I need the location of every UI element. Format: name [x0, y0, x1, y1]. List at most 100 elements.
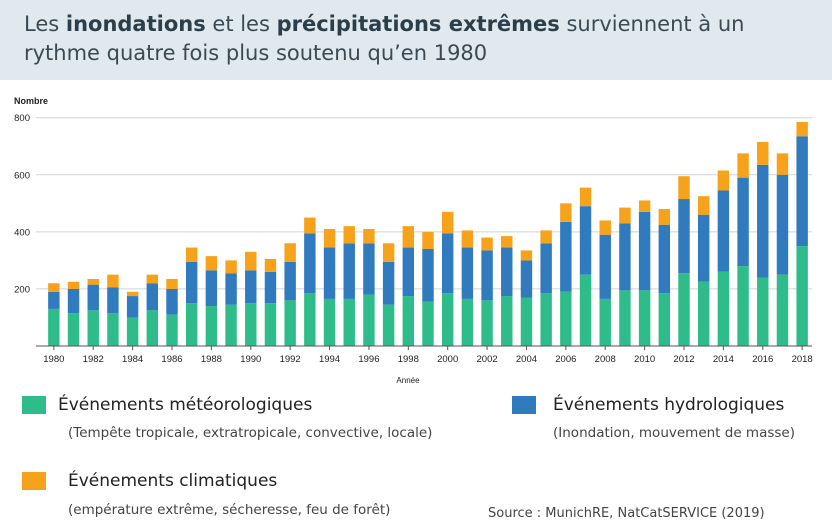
bar-2015-series-1: [737, 177, 749, 267]
bar-2013-series-2: [697, 196, 710, 215]
bar-1991-series-0: [264, 303, 277, 346]
legend-title-meteorological: Événements météorologiques: [58, 395, 313, 415]
bar-1983-series-1: [107, 287, 119, 314]
bar-2018-series-0: [796, 246, 808, 346]
bar-1984-series-0: [126, 317, 139, 346]
bar-2010-series-1: [638, 211, 651, 291]
bar-1996-series-2: [363, 229, 375, 244]
bar-1995-series-2: [343, 226, 355, 244]
y-tick-label-600: 600: [14, 170, 30, 181]
bar-1981-series-0: [67, 313, 80, 346]
page-title: Les inondations et les précipitations ex…: [24, 10, 814, 68]
x-tick-label-1994: 1994: [319, 354, 340, 365]
legend-subtitle-meteorological: (Tempête tropicale, extratropicale, conv…: [68, 425, 433, 441]
bar-2016-series-2: [757, 141, 769, 165]
bar-1985-series-2: [146, 274, 159, 284]
bar-1987-series-1: [185, 261, 198, 304]
bar-2007-series-2: [579, 187, 592, 207]
legend-title-climatological: Événements climatiques: [68, 471, 278, 491]
bar-1980-series-2: [48, 283, 60, 292]
bar-1993-series-2: [304, 217, 316, 234]
bar-1984-series-1: [126, 296, 139, 318]
bar-2017-series-0: [776, 274, 789, 346]
x-tick-label-1982: 1982: [83, 354, 104, 365]
bar-2006-series-0: [560, 291, 572, 346]
title-text-2: et les: [205, 12, 277, 36]
bar-2012-series-1: [678, 199, 690, 274]
source-note: Source : MunichRE, NatCatSERVICE (2019): [488, 506, 765, 521]
bar-1992-series-1: [284, 261, 296, 301]
bar-1999-series-0: [422, 301, 434, 346]
bar-2003-series-0: [501, 296, 513, 346]
bar-2006-series-1: [560, 221, 572, 292]
bar-2006-series-2: [560, 203, 572, 222]
bar-1988-series-1: [205, 270, 218, 307]
bar-2009-series-1: [619, 223, 631, 291]
bar-2017-series-2: [776, 153, 789, 175]
y-axis-label: Nombre: [14, 96, 48, 106]
bar-2005-series-1: [540, 243, 552, 294]
title-text-3: surviennent à un rythme quatre fois plus…: [24, 12, 745, 65]
bar-2007-series-1: [579, 206, 592, 275]
x-tick-label-2010: 2010: [634, 354, 655, 365]
y-tick-label-800: 800: [14, 113, 30, 124]
bar-1991-series-2: [264, 258, 277, 272]
x-tick-label-2008: 2008: [595, 354, 616, 365]
bar-1981-series-2: [67, 281, 80, 289]
bar-1991-series-1: [264, 271, 277, 304]
bar-1985-series-0: [146, 310, 159, 346]
bar-2001-series-0: [461, 298, 474, 346]
bar-1982-series-0: [87, 310, 99, 346]
bar-1995-series-1: [343, 243, 355, 299]
bar-2001-series-1: [461, 247, 474, 299]
bar-1984-series-2: [126, 291, 139, 297]
x-tick-label-1996: 1996: [358, 354, 379, 365]
bar-1982-series-1: [87, 284, 99, 311]
bar-1990-series-0: [245, 303, 257, 346]
x-tick-label-2002: 2002: [477, 354, 498, 365]
bar-1997-series-1: [382, 261, 395, 305]
bar-2011-series-2: [658, 209, 671, 225]
x-tick-label-1998: 1998: [398, 354, 419, 365]
bar-1982-series-2: [87, 278, 99, 285]
x-tick-label-1988: 1988: [201, 354, 222, 365]
bar-1988-series-2: [205, 256, 218, 271]
bar-1993-series-1: [304, 233, 316, 294]
bar-2002-series-2: [481, 237, 493, 251]
bar-1997-series-0: [382, 304, 395, 346]
bar-1994-series-1: [323, 247, 336, 299]
y-tick-label-200: 200: [14, 284, 30, 295]
x-tick-label-2004: 2004: [516, 354, 537, 365]
bar-2004-series-0: [520, 297, 533, 346]
x-tick-label-1980: 1980: [43, 354, 64, 365]
bar-2008-series-2: [599, 220, 611, 235]
bar-1980-series-1: [48, 291, 60, 309]
bar-1987-series-2: [185, 247, 198, 262]
x-tick-label-1992: 1992: [280, 354, 301, 365]
stacked-bar-chart: Nombre 200 400 600 800 1980 1982 1984 1986 1988 19…: [14, 96, 813, 385]
bar-2005-series-2: [540, 230, 552, 244]
bar-2017-series-1: [776, 174, 789, 275]
title-bold-2: précipitations extrêmes: [276, 12, 560, 36]
x-tick-label-2016: 2016: [752, 354, 773, 365]
bar-1998-series-2: [402, 226, 415, 248]
bar-1996-series-0: [363, 294, 375, 346]
bar-2010-series-0: [638, 290, 651, 346]
x-tick-label-2006: 2006: [555, 354, 576, 365]
bar-2016-series-1: [757, 164, 769, 278]
bar-1997-series-2: [382, 243, 395, 262]
bar-2013-series-0: [697, 281, 710, 346]
legend-swatch-climatological: [22, 472, 46, 490]
bar-1993-series-0: [304, 293, 316, 346]
bar-2003-series-2: [501, 236, 513, 248]
bar-1989-series-0: [225, 304, 237, 346]
x-axis-label: Année: [396, 376, 420, 385]
header-banner: Les inondations et les précipitations ex…: [0, 0, 832, 80]
bar-1987-series-0: [185, 303, 198, 346]
bar-1989-series-2: [225, 260, 237, 274]
bar-2005-series-0: [540, 293, 552, 346]
x-tick-label-2014: 2014: [713, 354, 734, 365]
bar-1992-series-0: [284, 300, 296, 346]
bar-1994-series-2: [323, 229, 336, 248]
bar-1999-series-1: [422, 248, 434, 302]
